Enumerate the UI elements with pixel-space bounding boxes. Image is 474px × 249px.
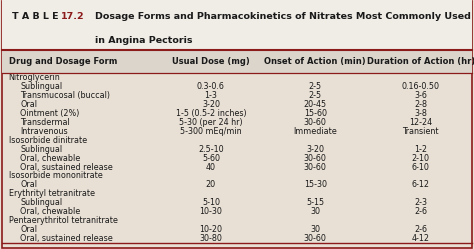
Text: Oral: Oral bbox=[20, 100, 37, 109]
Text: 6-10: 6-10 bbox=[412, 163, 429, 172]
Text: 3-6: 3-6 bbox=[414, 91, 427, 100]
Text: 30-60: 30-60 bbox=[304, 154, 327, 163]
Text: 12-24: 12-24 bbox=[409, 118, 432, 127]
Text: 17.2: 17.2 bbox=[61, 12, 84, 21]
Text: Transdermal: Transdermal bbox=[20, 118, 70, 127]
Text: Isosorbide mononitrate: Isosorbide mononitrate bbox=[9, 172, 102, 181]
Text: 2-10: 2-10 bbox=[412, 154, 429, 163]
Text: 6-12: 6-12 bbox=[412, 180, 429, 189]
Text: Usual Dose (mg): Usual Dose (mg) bbox=[172, 57, 250, 66]
Text: 15-60: 15-60 bbox=[304, 109, 327, 118]
Text: 2-3: 2-3 bbox=[414, 198, 427, 207]
Text: Oral: Oral bbox=[20, 180, 37, 189]
FancyBboxPatch shape bbox=[2, 50, 472, 73]
Text: T A B L E: T A B L E bbox=[12, 12, 58, 21]
Text: Oral, chewable: Oral, chewable bbox=[20, 154, 81, 163]
Text: Erythrityl tetranitrate: Erythrityl tetranitrate bbox=[9, 189, 94, 198]
Text: 5-30 (per 24 hr): 5-30 (per 24 hr) bbox=[179, 118, 243, 127]
Text: 2-6: 2-6 bbox=[414, 225, 427, 234]
Text: Oral, sustained release: Oral, sustained release bbox=[20, 234, 113, 243]
Text: 0.3-0.6: 0.3-0.6 bbox=[197, 82, 225, 91]
Text: 2-6: 2-6 bbox=[414, 207, 427, 216]
Text: Dosage Forms and Pharmacokinetics of Nitrates Most Commonly Used: Dosage Forms and Pharmacokinetics of Nit… bbox=[95, 12, 471, 21]
Text: 30-80: 30-80 bbox=[200, 234, 222, 243]
Text: Oral, chewable: Oral, chewable bbox=[20, 207, 81, 216]
Text: 10-20: 10-20 bbox=[200, 225, 222, 234]
Text: 30-60: 30-60 bbox=[304, 118, 327, 127]
Text: 30: 30 bbox=[310, 207, 320, 216]
Text: Sublingual: Sublingual bbox=[20, 145, 63, 154]
Text: Ointment (2%): Ointment (2%) bbox=[20, 109, 80, 118]
Text: 30-60: 30-60 bbox=[304, 234, 327, 243]
Text: Duration of Action (hr): Duration of Action (hr) bbox=[366, 57, 474, 66]
Text: 5-15: 5-15 bbox=[306, 198, 324, 207]
Text: 20: 20 bbox=[206, 180, 216, 189]
Text: Transmucosal (buccal): Transmucosal (buccal) bbox=[20, 91, 110, 100]
Text: 30-60: 30-60 bbox=[304, 163, 327, 172]
Text: Drug and Dosage Form: Drug and Dosage Form bbox=[9, 57, 117, 66]
Text: 2-5: 2-5 bbox=[309, 91, 322, 100]
Text: Pentaerythritol tetranitrate: Pentaerythritol tetranitrate bbox=[9, 216, 118, 225]
Text: 2.5-10: 2.5-10 bbox=[198, 145, 224, 154]
Text: 1-2: 1-2 bbox=[414, 145, 427, 154]
Text: 0.16-0.50: 0.16-0.50 bbox=[401, 82, 440, 91]
Text: 5-300 mEq/min: 5-300 mEq/min bbox=[180, 127, 242, 136]
Text: 5-10: 5-10 bbox=[202, 198, 220, 207]
Text: 2-8: 2-8 bbox=[414, 100, 427, 109]
Text: Transient: Transient bbox=[402, 127, 439, 136]
Text: 3-20: 3-20 bbox=[306, 145, 324, 154]
Text: 40: 40 bbox=[206, 163, 216, 172]
Text: 20-45: 20-45 bbox=[304, 100, 327, 109]
Text: 3-8: 3-8 bbox=[414, 109, 427, 118]
Text: Isosorbide dinitrate: Isosorbide dinitrate bbox=[9, 136, 87, 145]
Text: 1-5 (0.5-2 inches): 1-5 (0.5-2 inches) bbox=[176, 109, 246, 118]
Text: Intravenous: Intravenous bbox=[20, 127, 68, 136]
Text: Oral: Oral bbox=[20, 225, 37, 234]
Text: Sublingual: Sublingual bbox=[20, 198, 63, 207]
Text: Immediate: Immediate bbox=[293, 127, 337, 136]
Text: 10-30: 10-30 bbox=[200, 207, 222, 216]
FancyBboxPatch shape bbox=[2, 0, 472, 50]
Text: Nitroglycerin: Nitroglycerin bbox=[9, 73, 60, 82]
Text: 3-20: 3-20 bbox=[202, 100, 220, 109]
Text: Onset of Action (min): Onset of Action (min) bbox=[264, 57, 366, 66]
Text: 15-30: 15-30 bbox=[304, 180, 327, 189]
Text: Oral, sustained release: Oral, sustained release bbox=[20, 163, 113, 172]
Text: 4-12: 4-12 bbox=[412, 234, 429, 243]
Text: 1-3: 1-3 bbox=[204, 91, 218, 100]
Text: in Angina Pectoris: in Angina Pectoris bbox=[95, 36, 192, 45]
Text: 2-5: 2-5 bbox=[309, 82, 322, 91]
Text: 30: 30 bbox=[310, 225, 320, 234]
Text: Sublingual: Sublingual bbox=[20, 82, 63, 91]
Text: 5-60: 5-60 bbox=[202, 154, 220, 163]
